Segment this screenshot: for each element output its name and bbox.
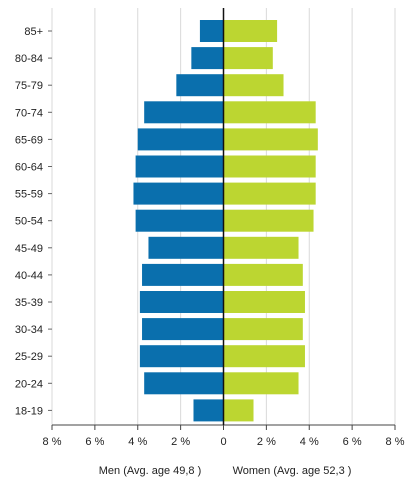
category-label: 60-64 [15, 162, 43, 174]
bar-women [223, 182, 316, 205]
bar-women [223, 47, 273, 70]
x-tick-label: 4 % [128, 436, 147, 448]
bar-women [223, 128, 318, 151]
category-label: 65-69 [15, 134, 43, 146]
x-tick-label: 4 % [300, 436, 319, 448]
x-tick-label: 0 [220, 436, 226, 448]
category-label: 80-84 [15, 53, 43, 65]
legend-layer: Men (Avg. age 49,8 ) Women (Avg. age 52,… [99, 465, 352, 477]
bar-women [223, 318, 303, 341]
bar-men [199, 20, 224, 42]
bar-women [223, 372, 299, 395]
bar-women [223, 101, 316, 124]
bar-men [144, 372, 224, 395]
bar-men [139, 345, 224, 368]
bar-men [137, 128, 224, 151]
bar-layer [133, 20, 318, 422]
bar-women [223, 236, 299, 259]
category-label: 20-24 [15, 378, 43, 390]
bar-women [223, 20, 278, 42]
x-tick-label: 2 % [171, 436, 190, 448]
x-tick-label: 2 % [257, 436, 276, 448]
label-layer: 85+ 80-84 75-79 70-74 65-69 60-64 55-59 50-54 45… [15, 26, 43, 417]
bar-men [139, 291, 224, 313]
category-label: 50-54 [15, 216, 43, 228]
category-label: 35-39 [15, 297, 43, 309]
category-label: 55-59 [15, 189, 43, 201]
bar-women [223, 155, 316, 178]
bar-men [142, 263, 224, 286]
category-label: 85+ [24, 26, 43, 38]
category-label: 40-44 [15, 270, 43, 282]
category-label: 75-79 [15, 80, 43, 92]
bar-men [135, 155, 224, 178]
x-tick-label: 8 % [43, 436, 62, 448]
legend-women-label: Women (Avg. age 52,3 ) [233, 465, 352, 477]
x-tick-label: 8 % [386, 436, 405, 448]
bar-women [223, 74, 284, 97]
legend-men-label: Men (Avg. age 49,8 ) [99, 465, 202, 477]
bar-men [191, 47, 224, 70]
bar-men [142, 318, 224, 341]
category-label: 45-49 [15, 243, 43, 255]
category-label: 25-29 [15, 351, 43, 363]
x-tick-label: 6 % [85, 436, 104, 448]
x-tick-label: 6 % [343, 436, 362, 448]
category-label: 70-74 [15, 107, 43, 119]
bar-women [223, 209, 314, 232]
bar-men [144, 101, 224, 124]
bar-women [223, 345, 305, 368]
bar-women [223, 399, 254, 422]
bar-men [148, 236, 224, 259]
bar-men [176, 74, 224, 97]
bar-men [193, 399, 224, 422]
bar-men [133, 182, 224, 205]
bar-women [223, 263, 303, 286]
axis-layer: 8 % 6 % 4 % 2 % 0 2 % 4 % 6 % 8 % [43, 8, 405, 448]
category-label: 18-19 [15, 405, 43, 417]
category-label: 30-34 [15, 324, 43, 336]
bar-men [135, 209, 224, 232]
bar-women [223, 291, 305, 313]
